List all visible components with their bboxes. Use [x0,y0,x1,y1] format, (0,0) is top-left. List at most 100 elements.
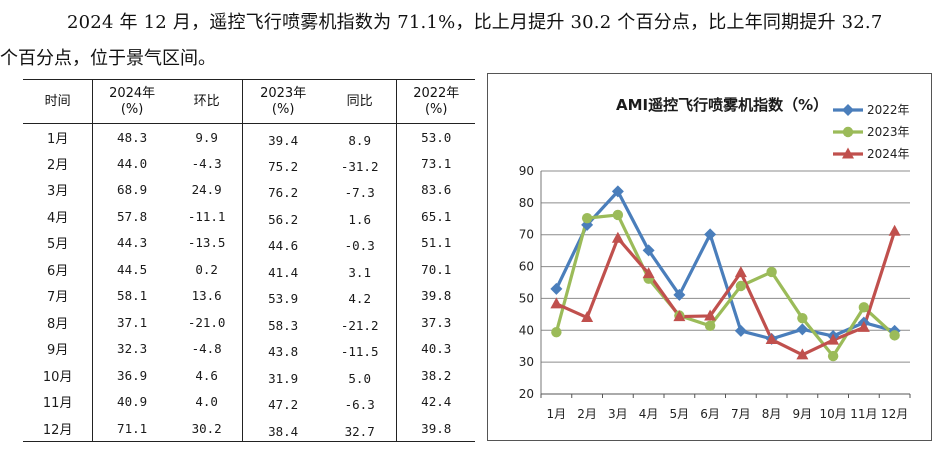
x-tick-label: 11月 [850,407,877,421]
table-cell: -21.0 [170,309,244,336]
table-cell: 75.2 [268,158,299,174]
table-cell: 36.9 [117,367,148,383]
index-table: 时间 2024年 (%) 环比 2023年 (%) 同比 2022年 (%) 1月 48.3 9.9… [23,79,475,445]
table-cell: 6月 [23,256,94,283]
table-row: 3月 68.9 24.9 76.2 -7.3 83.6 [23,176,475,206]
table-cell: 12月 [23,415,94,442]
data-point [734,324,747,337]
data-point [642,244,655,257]
table-body: 1月 48.3 9.9 39.4 8.9 53.0 2月 44.0 -4.3 75.2 -31.2 7… [23,123,475,445]
legend-label: 2024年 [867,147,910,161]
column-header: 环比 [170,79,244,124]
table-cell: 8.9 [322,126,398,153]
data-point [797,312,808,324]
table-cell: 31.9 [268,370,299,386]
table-cell: 40.9 [117,394,148,410]
table-cell: 0.2 [170,256,244,283]
table-cell: 44.5 [117,261,148,277]
data-point [857,320,870,332]
table-row: 8月 37.1 -21.0 58.3 -21.2 37.3 [23,309,475,339]
table-cell: 37.1 [117,314,148,330]
x-tick-label: 12月 [881,407,908,421]
column-header-label: 环比 [193,93,220,109]
column-header: 时间 [23,79,94,124]
table-cell: -7.3 [322,179,398,206]
column-header-unit: (%) [424,101,448,117]
data-point [611,185,624,198]
data-point [704,309,717,321]
y-tick-label: 20 [519,387,534,401]
column-header: 2022年 (%) [397,80,475,124]
y-tick-label: 80 [519,196,534,210]
x-tick-label: 6月 [700,407,720,421]
data-point [642,267,655,279]
table-cell: 41.4 [268,264,299,280]
column-header: 2023年 (%) [243,80,323,124]
table-cell: 40.3 [421,341,452,357]
table-cell: 13.6 [170,282,244,309]
intro-line-2: 个百分点，位于景气区间。 [0,48,216,69]
column-header-unit: (%) [120,101,144,117]
data-point [827,350,839,362]
legend-marker [842,147,854,159]
table-cell: 44.6 [268,238,299,254]
x-tick-label: 5月 [670,407,690,421]
data-point [673,310,686,322]
legend-marker [842,104,854,116]
x-tick-label: 1月 [547,407,567,421]
chart-panel: AMI遥控飞行喷雾机指数（%） 20 30 40 50 60 70 80 90 1月 2月 3月 4月… [487,73,932,441]
table-cell: -13.5 [170,229,244,256]
table-cell: 4.0 [170,388,244,415]
table-cell: 48.3 [117,129,148,145]
table-cell: -31.2 [322,153,398,180]
data-point [888,224,901,236]
series-line-2024年 [555,230,897,357]
table-cell: 11月 [23,388,94,415]
table-cell: 44.3 [117,235,148,251]
table-cell: -4.8 [170,335,244,362]
table-cell: 1月 [23,123,94,150]
data-point [827,333,840,345]
column-header-unit: (%) [271,101,295,117]
data-point [611,231,624,243]
legend-label: 2023年 [867,125,910,139]
data-point [765,333,778,345]
data-point [581,311,594,323]
table-cell: 5.0 [322,365,398,392]
table-cell: 42.4 [421,394,452,410]
line-chart: AMI遥控飞行喷雾机指数（%） 20 30 40 50 60 70 80 90 1月 2月 3月 4月… [519,96,911,421]
x-tick-label: 10月 [819,407,846,421]
table-cell: 43.8 [268,344,299,360]
data-point [581,212,593,224]
table-cell: -0.3 [322,232,398,259]
data-point [704,320,716,332]
x-tick-label: 4月 [639,407,659,421]
y-tick-label: 50 [519,291,534,305]
x-tick-label: 8月 [762,407,782,421]
table-cell: 9.9 [170,123,244,150]
column-header: 2024年 (%) [93,80,171,124]
column-header: 同比 [322,79,398,124]
data-point [766,266,777,278]
column-header-label: 2023年 [260,85,307,101]
table-cell: 32.7 [322,418,398,445]
table-row: 2月 44.0 -4.3 75.2 -31.2 73.1 [23,150,475,180]
table-cell: 38.4 [268,423,299,439]
series-line-2022年 [554,189,896,341]
table-row: 6月 44.5 0.2 41.4 3.1 70.1 [23,256,475,286]
data-point [796,323,809,336]
table-cell: -11.5 [322,338,398,365]
table-cell: 3.1 [322,259,398,286]
data-point [735,280,747,292]
y-tick-label: 30 [519,355,534,369]
table-cell: 38.2 [421,367,452,383]
table-cell: 8月 [23,309,94,336]
legend-label: 2022年 [867,103,910,117]
table-cell: 4月 [23,203,94,230]
data-point [704,228,717,241]
chart-title: AMI遥控飞行喷雾机指数（%） [616,96,828,114]
table-cell: 39.8 [421,420,452,436]
table-cell: -6.3 [322,391,398,418]
table-cell: 57.8 [117,208,148,224]
table-cell: 73.1 [421,155,452,171]
